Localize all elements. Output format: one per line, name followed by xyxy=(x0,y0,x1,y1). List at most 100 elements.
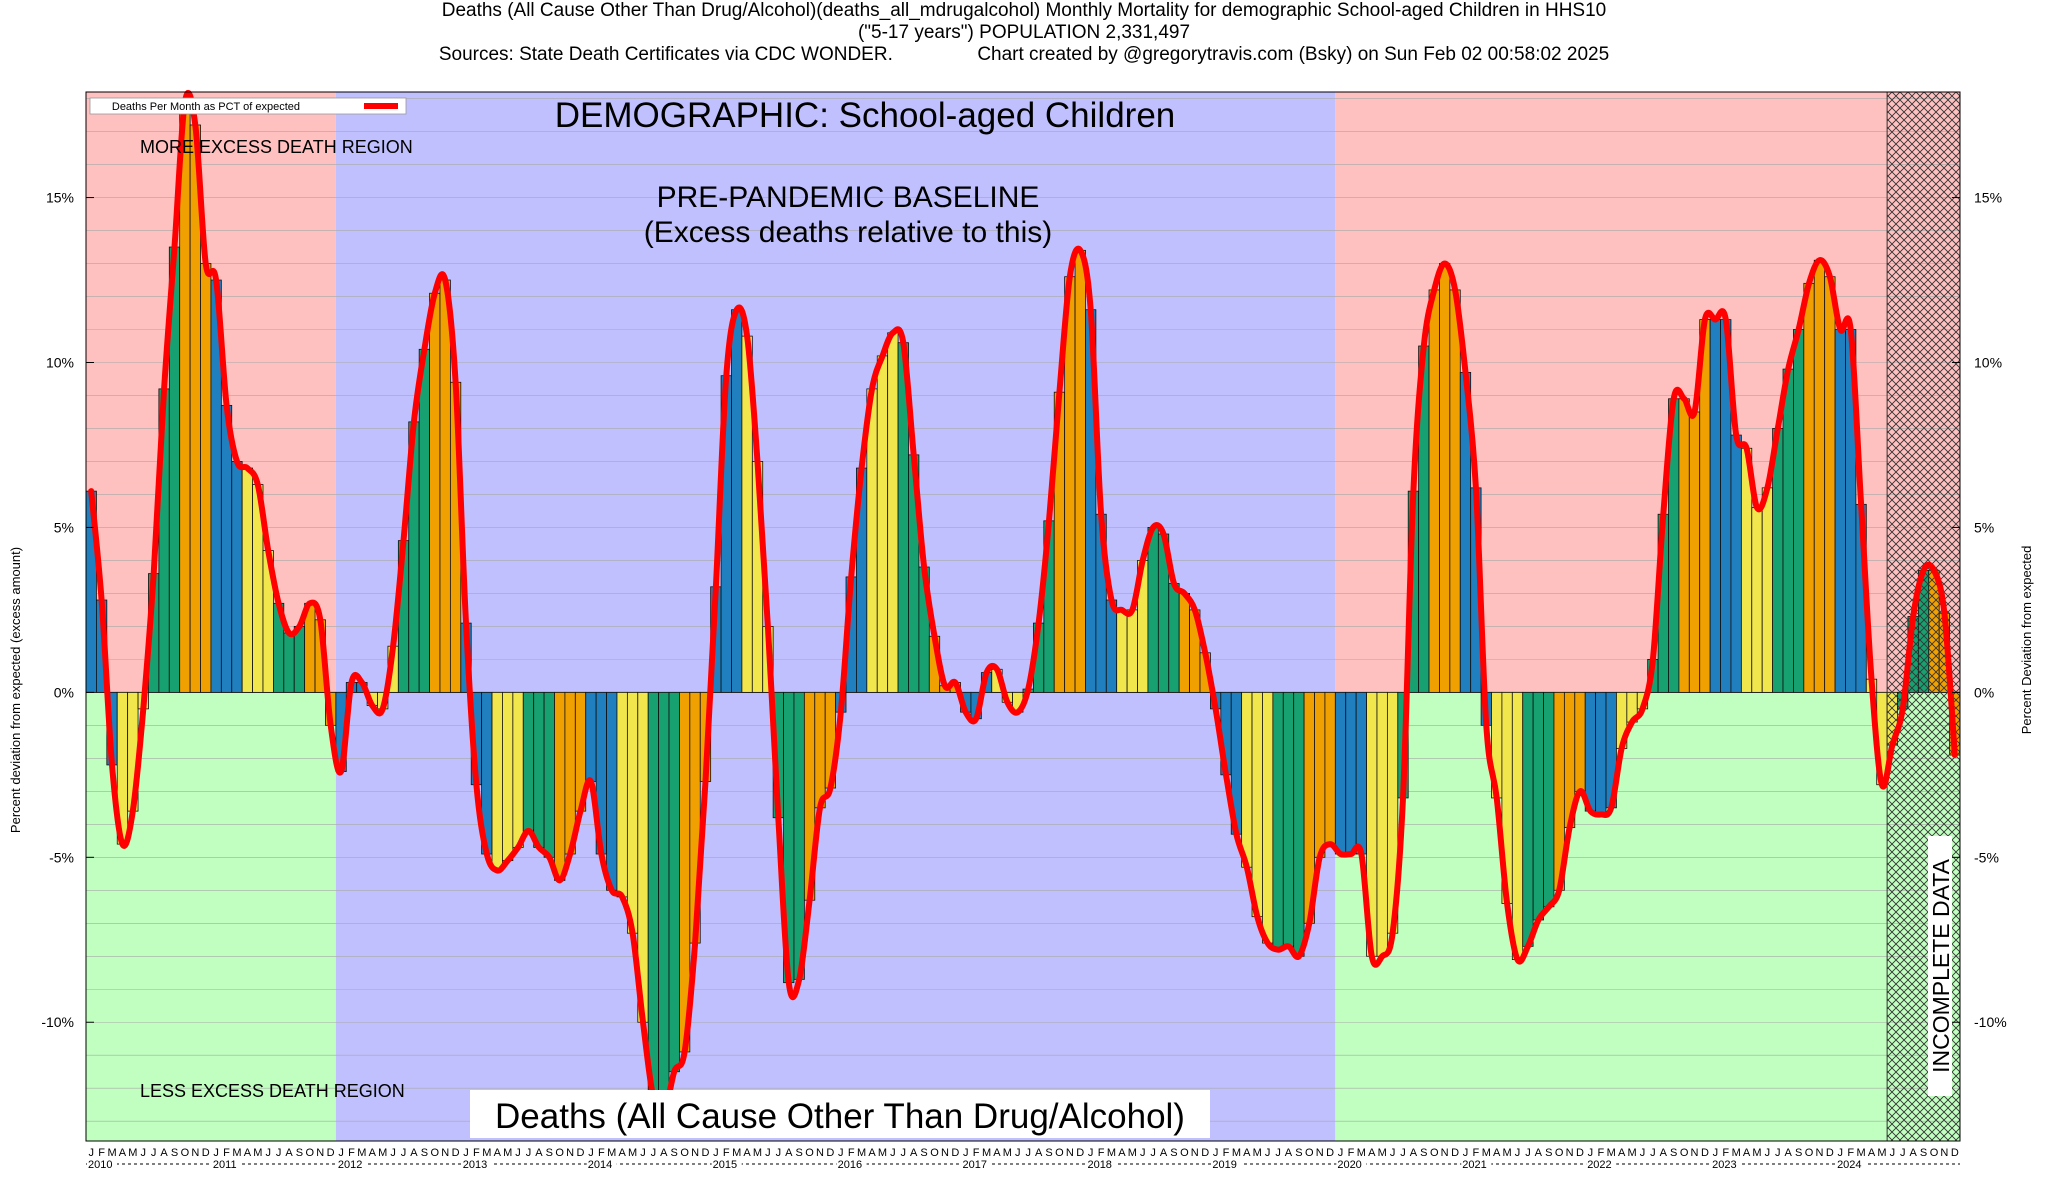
month-tick-label: S xyxy=(546,1147,553,1159)
year-label-bg xyxy=(1086,1158,1117,1170)
month-tick-label: D xyxy=(1451,1147,1459,1159)
month-tick-label: J xyxy=(588,1147,594,1159)
month-tick-label: F xyxy=(1223,1147,1230,1159)
bar xyxy=(1168,583,1180,693)
month-tick-label: J xyxy=(1338,1147,1344,1159)
y-tick-label: 5% xyxy=(54,519,74,535)
bar xyxy=(231,461,243,693)
month-tick-label: A xyxy=(1410,1147,1418,1159)
month-tick-label: M xyxy=(357,1147,366,1159)
month-tick-label: J xyxy=(1400,1147,1406,1159)
month-tick-label: F xyxy=(1098,1147,1105,1159)
header-line-1: Deaths (All Cause Other Than Drug/Alcoho… xyxy=(441,0,1607,21)
bar xyxy=(1730,434,1742,693)
bar xyxy=(1355,691,1367,855)
bar xyxy=(1293,691,1305,957)
incomplete-label-box xyxy=(1928,836,1952,1096)
bar xyxy=(1584,691,1597,812)
bar xyxy=(1282,691,1295,947)
less-region-right xyxy=(1335,692,1960,1141)
month-tick-label: O xyxy=(1680,1147,1689,1159)
y-tick-label-right: -5% xyxy=(1974,849,1999,865)
month-tick-label: M xyxy=(1232,1147,1241,1159)
month-tick-label: M xyxy=(1503,1147,1512,1159)
month-tick-label: S xyxy=(671,1147,678,1159)
month-tick-label: J xyxy=(1015,1147,1021,1159)
month-tick-label: A xyxy=(494,1147,502,1159)
month-tick-label: A xyxy=(1618,1147,1626,1159)
month-tick-label: N xyxy=(691,1147,699,1159)
incomplete-data-label: INCOMPLETE DATA xyxy=(1928,858,1954,1072)
bar xyxy=(1824,276,1836,693)
month-tick-label: S xyxy=(1545,1147,1552,1159)
month-tick-label: A xyxy=(160,1147,168,1159)
month-tick-label: F xyxy=(223,1147,230,1159)
y-tick-label-right: 5% xyxy=(1974,519,1994,535)
month-tick-label: A xyxy=(535,1147,543,1159)
year-label-bg xyxy=(1586,1158,1617,1170)
bar xyxy=(1688,411,1701,693)
month-tick-label: N xyxy=(316,1147,324,1159)
month-tick-label: F xyxy=(1597,1147,1604,1159)
bar xyxy=(1272,691,1284,951)
bar xyxy=(502,691,514,862)
month-tick-label: F xyxy=(598,1147,605,1159)
year-tick-label: 2023 xyxy=(1712,1159,1736,1171)
month-tick-label: D xyxy=(1826,1147,1834,1159)
month-tick-label: M xyxy=(628,1147,637,1159)
month-tick-label: O xyxy=(805,1147,814,1159)
bar xyxy=(1314,691,1326,858)
month-tick-label: A xyxy=(1118,1147,1126,1159)
bar xyxy=(1803,282,1815,693)
lower-region-label: LESS EXCESS DEATH REGION xyxy=(140,1081,405,1101)
bar xyxy=(1334,691,1347,855)
bar xyxy=(1105,599,1118,693)
month-tick-label: M xyxy=(253,1147,262,1159)
y-tick-label: 10% xyxy=(46,354,74,370)
bar xyxy=(1678,398,1690,693)
year-label-bg xyxy=(461,1158,492,1170)
month-tick-label: J xyxy=(390,1147,396,1159)
year-tick-label: 2013 xyxy=(463,1159,487,1171)
bar xyxy=(1761,487,1773,693)
bar xyxy=(1532,691,1544,921)
month-tick-label: N xyxy=(566,1147,574,1159)
month-tick-label: D xyxy=(327,1147,335,1159)
month-tick-label: N xyxy=(441,1147,449,1159)
region-backgrounds xyxy=(86,92,1960,1141)
month-tick-label: A xyxy=(410,1147,418,1159)
bar xyxy=(522,691,535,832)
month-tick-label: J xyxy=(1463,1147,1469,1159)
bar xyxy=(1251,691,1263,918)
bar xyxy=(1595,691,1607,815)
legend-label: Deaths Per Month as PCT of expected xyxy=(112,101,300,113)
month-tick-label: M xyxy=(753,1147,762,1159)
bar xyxy=(1116,609,1128,693)
month-tick-label: N xyxy=(1441,1147,1449,1159)
year-label-bg xyxy=(961,1158,992,1170)
month-tick-label: N xyxy=(1191,1147,1199,1159)
month-tick-label: A xyxy=(285,1147,293,1159)
month-tick-label: M xyxy=(107,1147,116,1159)
month-tick-label: J xyxy=(1275,1147,1281,1159)
bar xyxy=(200,263,212,693)
bar xyxy=(1324,691,1336,845)
year-tick-label: 2018 xyxy=(1087,1159,1111,1171)
bar xyxy=(1751,507,1763,693)
bar xyxy=(658,691,670,1116)
month-tick-label: M xyxy=(1378,1147,1387,1159)
month-tick-label: J xyxy=(640,1147,646,1159)
month-tick-label: F xyxy=(1722,1147,1729,1159)
month-tick-label: J xyxy=(151,1147,157,1159)
bar xyxy=(179,101,191,693)
month-tick-label: N xyxy=(816,1147,824,1159)
year-label-bg xyxy=(211,1158,242,1170)
year-label-bg xyxy=(586,1158,617,1170)
month-tick-label: M xyxy=(1877,1147,1886,1159)
month-tick-label: J xyxy=(1088,1147,1094,1159)
header-line-2: ("5-17 years") POPULATION 2,331,497 xyxy=(857,22,1191,43)
month-tick-label: M xyxy=(982,1147,991,1159)
y-tick-label-right: 10% xyxy=(1974,354,2002,370)
month-tick-label: F xyxy=(973,1147,980,1159)
month-tick-label: S xyxy=(296,1147,303,1159)
